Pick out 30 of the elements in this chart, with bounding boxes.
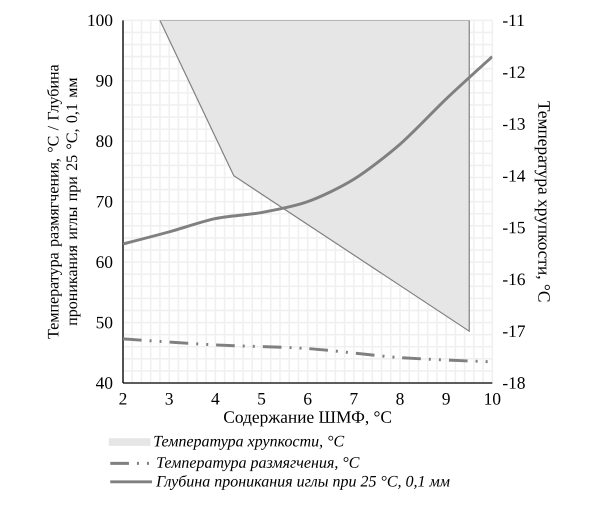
x-tick-label: 9 (442, 393, 450, 405)
y-tick-label: 60 (96, 256, 112, 268)
x-tick-label: 4 (211, 393, 220, 404)
y-axis-title: Температура размягчения, °C / Глубина проникания иглы при 25 °C, 0,1 мм (46, 64, 80, 339)
y2-tick-label: -17 (503, 325, 525, 337)
x-tick-label: 2 (119, 393, 126, 405)
y2-axis-title: Температура хрупкости, °C (534, 101, 550, 302)
y-tick-label: 80 (96, 135, 112, 148)
x-tick-label: 6 (304, 393, 312, 405)
y-tick-label: 70 (96, 196, 112, 208)
y-tick-label: 50 (96, 316, 112, 328)
y-tick-label: 100 (88, 14, 112, 26)
legend-label: Температура хрупкости, °C (154, 436, 344, 450)
y2-tick-label: -18 (503, 377, 525, 389)
y2-tick-label: -15 (503, 222, 525, 234)
y-tick-label: 40 (96, 377, 112, 389)
x-tick-label: 10 (485, 393, 500, 405)
x-tick-label: 8 (396, 393, 404, 405)
x-tick-label: 3 (166, 393, 173, 405)
y2-tick-label: -14 (503, 170, 526, 182)
legend-label: Глубина проникания иглы при 25 °C, 0,1 мм (156, 475, 450, 490)
y2-tick-label: -16 (503, 274, 525, 286)
y-tick-label: 90 (96, 74, 112, 87)
legend-label: Температура размягчения, °C (157, 457, 360, 472)
y2-tick-label: -13 (503, 118, 525, 130)
y2-tick-label: -12 (503, 66, 525, 78)
y2-tick-label: -11 (503, 14, 524, 26)
x-tick-label: 5 (258, 393, 266, 405)
x-tick-label: 7 (350, 393, 358, 404)
x-axis-title: Содержание ШМФ, °C (224, 411, 392, 426)
